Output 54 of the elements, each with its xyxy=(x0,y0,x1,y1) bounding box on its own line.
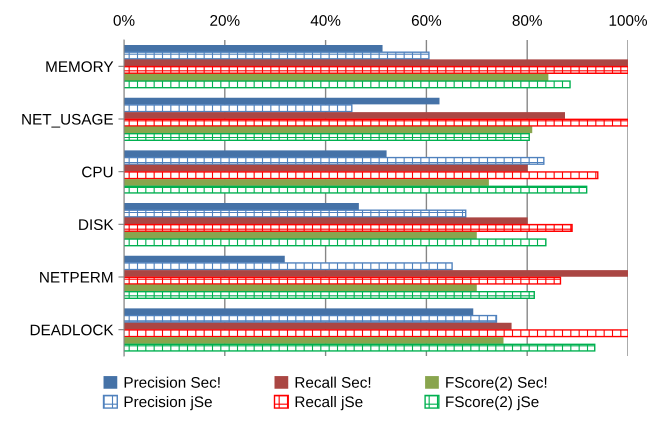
y-tick-label: CPU xyxy=(82,166,112,178)
bar xyxy=(124,284,477,292)
bar xyxy=(124,156,545,165)
bar xyxy=(124,210,466,218)
legend-label: Precision jSe xyxy=(124,396,212,410)
bar xyxy=(124,164,528,172)
bar xyxy=(124,179,489,186)
bar xyxy=(124,132,530,141)
bar xyxy=(124,150,387,157)
x-tick-label: 0% xyxy=(114,15,134,26)
bar xyxy=(124,45,383,52)
y-tick-label: DEADLOCK xyxy=(30,324,114,336)
bar xyxy=(124,104,353,112)
legend-label: Precision Sec! xyxy=(124,376,220,388)
bar xyxy=(124,74,548,80)
bar xyxy=(124,118,628,127)
legend-label: Recall jSe xyxy=(296,396,362,410)
bar xyxy=(124,66,628,74)
x-tick-label: 20% xyxy=(210,15,240,26)
bar xyxy=(124,232,477,238)
y-tick-label: NET_USAGE xyxy=(22,114,113,128)
bar xyxy=(124,270,628,277)
bar xyxy=(124,290,535,299)
x-tick-label: 60% xyxy=(412,15,442,26)
bar xyxy=(124,98,440,104)
y-tick-label: MEMORY xyxy=(46,61,114,72)
bar xyxy=(124,217,528,224)
bar xyxy=(124,276,562,285)
x-tick-label: 100% xyxy=(610,15,647,26)
bar xyxy=(124,186,588,194)
bar xyxy=(124,80,571,88)
bar xyxy=(124,171,598,180)
bar xyxy=(124,308,474,315)
bar xyxy=(124,329,628,338)
y-tick-label: DISK xyxy=(79,219,114,230)
bar xyxy=(124,314,498,323)
y-tick-label: NETPERM xyxy=(40,272,112,283)
bar xyxy=(124,203,359,210)
legend-label: FScore(2) Sec! xyxy=(446,376,546,391)
bar xyxy=(124,262,453,270)
bar xyxy=(124,344,596,352)
x-tick-label: 40% xyxy=(310,15,340,26)
bar xyxy=(124,112,565,119)
bar xyxy=(124,238,547,246)
bar xyxy=(124,256,285,262)
legend-label: FScore(2) jSe xyxy=(446,396,539,410)
legend-label: Recall Sec! xyxy=(296,376,370,388)
bar xyxy=(124,52,430,60)
bar xyxy=(124,59,628,66)
bar xyxy=(124,224,573,232)
bar xyxy=(124,322,512,330)
bar xyxy=(124,126,532,134)
x-tick-label: 80% xyxy=(512,15,542,26)
bar xyxy=(124,337,504,344)
